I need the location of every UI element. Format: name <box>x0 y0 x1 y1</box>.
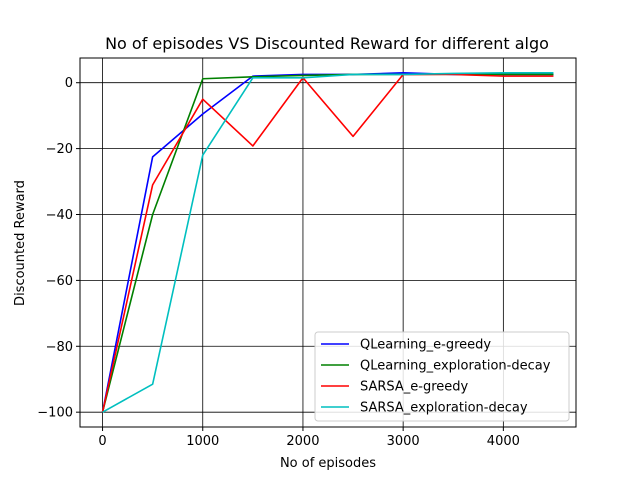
series-line-sarsa-e-greedy <box>101 73 554 413</box>
series-line-qlearning-exploration-decay <box>101 73 554 413</box>
y-tick-label: −20 <box>46 142 73 157</box>
legend: QLearning_e-greedy QLearning_exploration-… <box>314 331 570 422</box>
y-tick-label: −100 <box>37 406 73 421</box>
chart-title: No of episodes VS Discounted Reward for … <box>105 34 549 53</box>
ticks: 0 1000 2000 3000 4000 −100 −80 −60 −40 −20 0 <box>37 76 520 449</box>
legend-entry: QLearning_e-greedy <box>360 338 491 353</box>
x-tick-label: 1000 <box>186 434 219 449</box>
x-tick-label: 3000 <box>387 434 420 449</box>
legend-entry: SARSA_e-greedy <box>360 380 469 395</box>
x-tick-label: 2000 <box>286 434 319 449</box>
x-tick-label: 0 <box>98 434 106 449</box>
legend-entry: SARSA_exploration-decay <box>360 401 528 416</box>
x-tick-label: 4000 <box>487 434 520 449</box>
y-tick-label: −80 <box>46 340 73 355</box>
plot-frame <box>79 57 577 428</box>
y-tick-label: 0 <box>65 76 73 91</box>
x-axis-label: No of episodes <box>280 456 376 471</box>
series-line-sarsa-exploration-decay <box>102 72 554 413</box>
series-layer <box>101 72 554 413</box>
y-tick-label: −60 <box>46 274 73 289</box>
y-tick-label: −40 <box>46 208 73 223</box>
y-axis-label: Discounted Reward <box>13 180 28 306</box>
legend-entry: QLearning_exploration-decay <box>360 359 551 374</box>
legend-box <box>314 331 570 422</box>
